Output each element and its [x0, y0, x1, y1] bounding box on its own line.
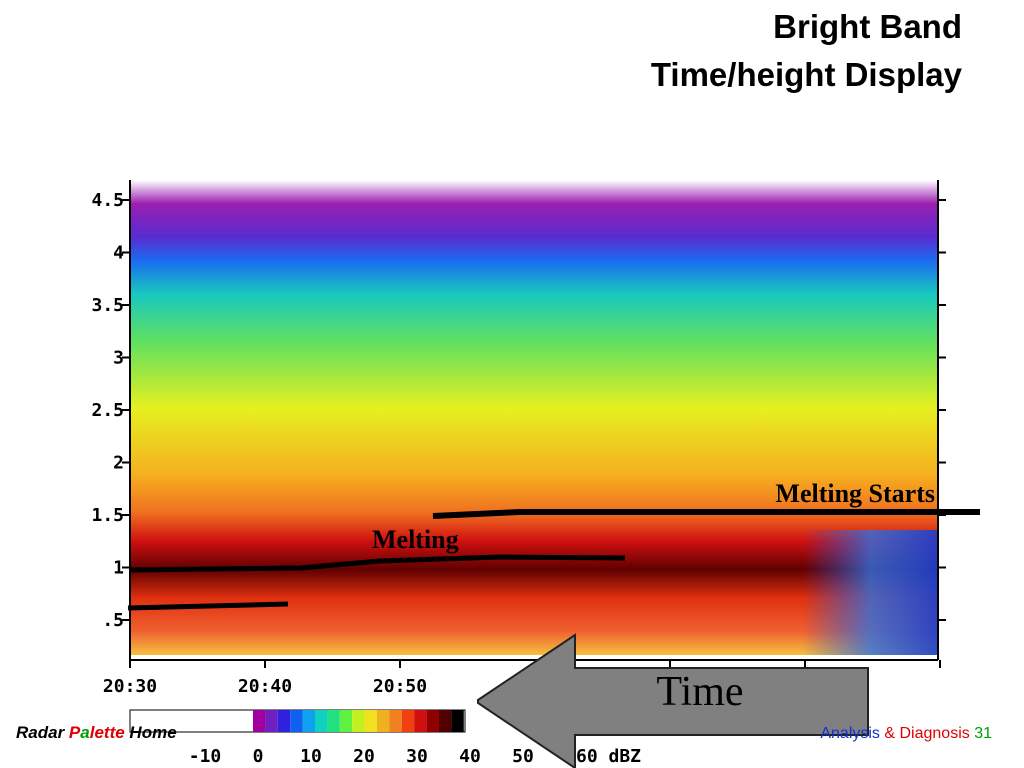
melting-line: [129, 554, 626, 573]
colorbar-swatch: [277, 710, 291, 732]
y-tick-label: 1.5: [91, 505, 124, 526]
y-tick-label: 2: [113, 453, 124, 474]
colorbar-swatch: [253, 710, 266, 732]
colorbar-swatch: [414, 710, 427, 732]
y-tick-label: 3: [113, 348, 124, 369]
colorbar-swatch: [451, 710, 464, 732]
y-tick-label: 2.5: [91, 400, 124, 421]
colorbar-label: 0: [253, 746, 264, 767]
colorbar-swatch: [377, 710, 390, 732]
colorbar-swatch: [389, 710, 402, 732]
footer-part: Analysis: [820, 725, 884, 742]
colorbar-swatch: [315, 710, 328, 732]
colorbar-swatch: [290, 710, 303, 732]
footer-left[interactable]: Radar Palette Home: [16, 723, 177, 742]
x-tick-label: 20:30: [103, 676, 157, 697]
colorbar-swatch: [426, 710, 439, 732]
footer-part: 31: [974, 725, 992, 742]
colorbar-label: 40: [459, 746, 481, 767]
footer-part: &: [884, 725, 895, 742]
y-tick-label: 4.5: [91, 190, 124, 211]
colorbar-swatch: [352, 710, 365, 732]
annotation: Melting Starts: [775, 479, 935, 508]
x-tick-label: 20:40: [238, 676, 292, 697]
y-tick-label: 3.5: [91, 295, 124, 316]
x-tick-label: 20:50: [373, 676, 427, 697]
melting-line: [127, 601, 289, 611]
colorbar-swatch: [364, 710, 377, 732]
title-line: Time/height Display: [651, 56, 963, 93]
colorbar-swatch: [265, 710, 278, 732]
colorbar-label: -10: [189, 746, 222, 767]
footer-part: Radar: [16, 723, 69, 742]
colorbar-label: 50: [512, 746, 534, 767]
colorbar-label: 30: [406, 746, 428, 767]
time-arrow: [477, 633, 869, 768]
melting-starts-line: [432, 509, 980, 519]
radar-image-overlay: [600, 530, 938, 655]
colorbar-swatch: [339, 710, 353, 732]
footer-part: Home: [125, 723, 177, 742]
colorbar-swatch: [327, 710, 340, 732]
colorbar-swatch: [302, 710, 315, 732]
footer-part: Diagnosis: [895, 725, 974, 742]
colorbar-label: 60 dBZ: [576, 746, 641, 767]
title-line: Bright Band: [773, 8, 962, 45]
annotation: Time: [656, 669, 743, 715]
footer-part: a: [80, 723, 89, 742]
footer-right: Analysis & Diagnosis 31: [820, 725, 992, 742]
footer-part: P: [69, 723, 81, 742]
annotation: Melting: [372, 525, 459, 554]
y-tick-label: 4: [113, 243, 124, 264]
colorbar-swatch: [439, 710, 452, 732]
footer-part: lette: [90, 723, 125, 742]
y-tick-label: 1: [113, 558, 124, 579]
y-tick-label: .5: [102, 610, 124, 631]
colorbar-label: 20: [353, 746, 375, 767]
colorbar-label: 10: [300, 746, 322, 767]
colorbar-swatch: [401, 710, 415, 732]
